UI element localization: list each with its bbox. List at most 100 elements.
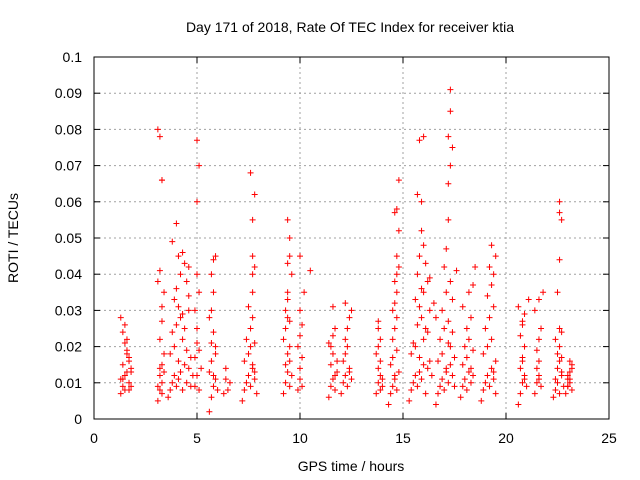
data-point xyxy=(183,379,190,386)
data-point xyxy=(445,133,452,140)
data-point xyxy=(173,383,180,390)
data-point xyxy=(161,368,168,375)
data-point xyxy=(531,307,538,314)
data-point xyxy=(391,372,398,379)
data-point xyxy=(156,267,163,274)
data-point xyxy=(461,376,468,383)
y-tick-label: 0.01 xyxy=(55,375,82,391)
data-point xyxy=(247,383,254,390)
data-point xyxy=(457,394,464,401)
data-point xyxy=(554,289,561,296)
data-point xyxy=(346,368,353,375)
data-point xyxy=(389,354,396,361)
data-point xyxy=(340,379,347,386)
data-point xyxy=(173,321,180,328)
data-point xyxy=(568,361,575,368)
data-point xyxy=(173,220,180,227)
data-point xyxy=(156,133,163,140)
y-tick-label: 0.07 xyxy=(55,158,82,174)
data-point xyxy=(191,354,198,361)
data-point xyxy=(439,350,446,357)
data-point xyxy=(393,289,400,296)
data-point xyxy=(408,350,415,357)
data-point xyxy=(519,358,526,365)
data-point xyxy=(196,289,203,296)
data-point xyxy=(377,336,384,343)
x-axis-title: GPS time / hours xyxy=(298,458,405,474)
y-axis: 0 0.01 0.02 0.03 0.04 0.05 0.06 0.07 0.08 0.09 0.1 xyxy=(55,49,609,427)
y-tick-label: 0.08 xyxy=(55,121,82,137)
data-point xyxy=(478,397,485,404)
data-point xyxy=(406,397,413,404)
data-point xyxy=(385,401,392,408)
data-point xyxy=(342,300,349,307)
data-point xyxy=(196,162,203,169)
data-point xyxy=(492,358,499,365)
data-point xyxy=(329,376,336,383)
data-point xyxy=(375,343,382,350)
data-point xyxy=(251,263,258,270)
y-tick-label: 0.03 xyxy=(55,302,82,318)
data-point xyxy=(470,347,477,354)
data-point xyxy=(249,271,256,278)
data-point xyxy=(389,307,396,314)
data-point xyxy=(393,253,400,260)
data-point xyxy=(126,379,133,386)
y-tick-label: 0 xyxy=(74,411,82,427)
data-point xyxy=(348,307,355,314)
data-point xyxy=(463,354,470,361)
data-point xyxy=(564,383,571,390)
data-point xyxy=(286,318,293,325)
x-tick-label: 25 xyxy=(601,430,617,446)
data-point xyxy=(119,376,126,383)
data-point xyxy=(220,390,227,397)
data-point xyxy=(329,332,336,339)
data-point xyxy=(251,376,258,383)
data-point xyxy=(161,289,168,296)
data-point xyxy=(247,325,254,332)
data-point xyxy=(445,216,452,223)
data-point xyxy=(128,368,135,375)
data-point xyxy=(224,387,231,394)
data-point xyxy=(183,278,190,285)
data-point xyxy=(191,383,198,390)
data-point xyxy=(158,318,165,325)
data-point xyxy=(556,390,563,397)
data-point xyxy=(128,383,135,390)
data-point xyxy=(416,253,423,260)
data-point xyxy=(222,376,229,383)
data-point xyxy=(556,343,563,350)
y-axis-title: ROTI / TECUs xyxy=(5,193,21,283)
data-point xyxy=(490,368,497,375)
data-point xyxy=(348,376,355,383)
data-point xyxy=(531,390,538,397)
data-point xyxy=(191,307,198,314)
data-point xyxy=(119,361,126,368)
data-point xyxy=(515,303,522,310)
data-point xyxy=(408,387,415,394)
data-point xyxy=(377,358,384,365)
data-point xyxy=(449,329,456,336)
data-point xyxy=(156,372,163,379)
data-point xyxy=(568,387,575,394)
data-point xyxy=(482,379,489,386)
data-point xyxy=(154,383,161,390)
data-point xyxy=(538,383,545,390)
data-point xyxy=(185,307,192,314)
data-point xyxy=(123,350,130,357)
data-point xyxy=(517,365,524,372)
data-point xyxy=(194,271,200,278)
data-point xyxy=(420,336,427,343)
data-point xyxy=(280,336,287,343)
data-point xyxy=(550,394,557,401)
data-point xyxy=(416,354,423,361)
data-point xyxy=(340,358,347,365)
data-point xyxy=(171,372,178,379)
data-point xyxy=(286,358,293,365)
data-point xyxy=(286,343,293,350)
data-point xyxy=(282,307,289,314)
data-point xyxy=(435,358,442,365)
data-point xyxy=(196,347,203,354)
data-point xyxy=(465,368,472,375)
data-point xyxy=(194,325,200,332)
